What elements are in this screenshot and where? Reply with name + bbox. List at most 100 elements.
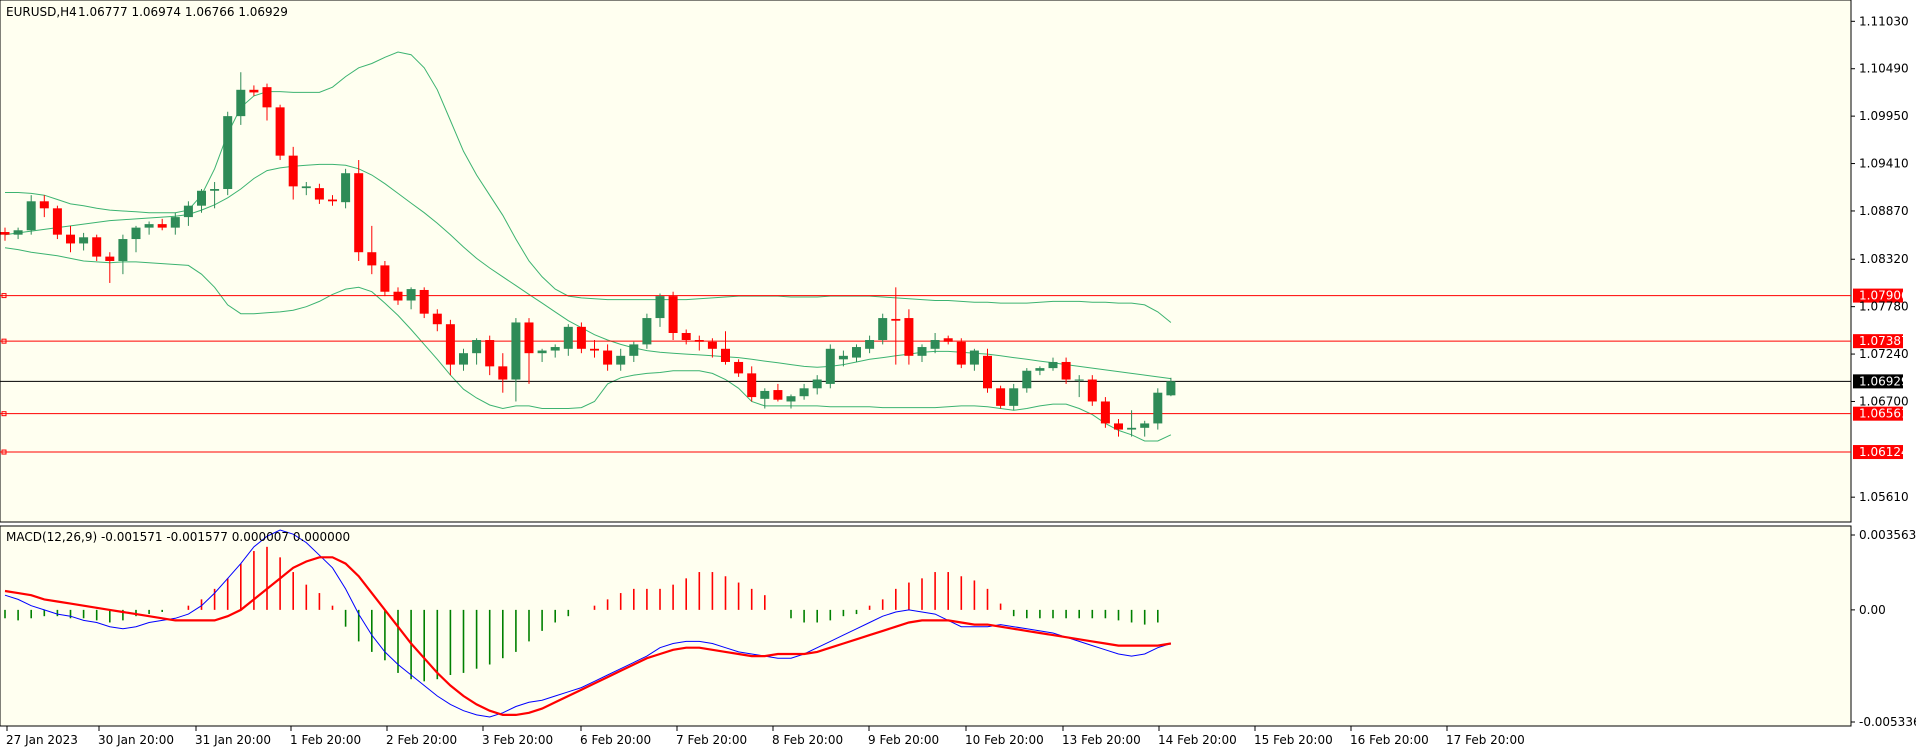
- time-axis-label: 3 Feb 20:00: [482, 733, 553, 747]
- time-axis-label: 2 Feb 20:00: [386, 733, 457, 747]
- candle-body: [131, 227, 141, 240]
- candle-body: [655, 296, 665, 319]
- price-level-tag: [1853, 406, 1903, 421]
- candle-body: [1087, 379, 1097, 402]
- price-axis-label: 1.10490: [1859, 62, 1909, 76]
- candle-body: [314, 188, 324, 200]
- price-axis-label: 1.07240: [1859, 347, 1909, 361]
- candle-body: [1140, 423, 1150, 428]
- candle-body: [26, 201, 36, 231]
- time-axis-label: 27 Jan 2023: [6, 733, 78, 747]
- candle-body: [223, 116, 233, 190]
- candle-body: [694, 340, 704, 342]
- candle-body: [576, 326, 586, 349]
- candle-body: [66, 234, 75, 244]
- time-axis-label: 10 Feb 20:00: [965, 733, 1044, 747]
- time-axis-label: 8 Feb 20:00: [772, 733, 843, 747]
- candle-body: [210, 189, 220, 191]
- candle-body: [891, 318, 901, 321]
- candle-body: [367, 252, 377, 266]
- candle-body: [799, 388, 809, 397]
- candle-body: [1035, 368, 1045, 371]
- candle-body: [838, 355, 848, 360]
- candle-body: [170, 217, 180, 228]
- candle-body: [275, 107, 285, 156]
- candle-body: [550, 347, 560, 351]
- price-level-label: 1.06124: [1859, 445, 1909, 459]
- time-axis-label: 9 Feb 20:00: [868, 733, 939, 747]
- candle-body: [707, 341, 717, 349]
- candle-body: [197, 190, 206, 206]
- candle-body: [1074, 379, 1084, 381]
- candle-body: [616, 355, 626, 365]
- candle-body: [118, 239, 128, 261]
- price-axis-label: 1.09410: [1859, 157, 1909, 171]
- time-axis-label: 15 Feb 20:00: [1254, 733, 1333, 747]
- candle-body: [157, 224, 167, 228]
- candle-body: [92, 237, 102, 257]
- candle-body: [1022, 370, 1032, 389]
- candle-body: [498, 366, 508, 380]
- macd-pane-bg: [0, 525, 1852, 727]
- price-level-handle: [1, 449, 7, 455]
- signal-line: [4, 556, 1172, 717]
- price-level-label: 1.07387: [1859, 334, 1909, 348]
- candle-body: [393, 291, 403, 301]
- time-axis-label: 7 Feb 20:00: [676, 733, 747, 747]
- candle-body: [524, 322, 534, 354]
- price-level-tag: [1853, 334, 1903, 349]
- time-axis-label: 13 Feb 20:00: [1062, 733, 1141, 747]
- candle-body: [105, 256, 115, 261]
- candle-body: [52, 208, 62, 235]
- candle-body: [445, 324, 455, 365]
- candle-body: [563, 326, 573, 349]
- candle-body: [39, 201, 49, 209]
- price-level-handle: [1, 411, 7, 417]
- time-axis-label: 30 Jan 20:00: [98, 733, 174, 747]
- candle-body: [917, 347, 927, 356]
- current-price-label: 1.06929: [1859, 374, 1909, 388]
- candle-body: [983, 355, 992, 389]
- time-axis-label: 1 Feb 20:00: [290, 733, 361, 747]
- candle-body: [1153, 392, 1163, 424]
- candle-body: [0, 232, 10, 235]
- candle-body: [721, 348, 730, 362]
- price-level-tag: [1853, 288, 1903, 303]
- candle-body: [79, 237, 89, 244]
- candle-body: [1048, 361, 1058, 369]
- candle-body: [760, 390, 770, 399]
- candle-body: [354, 173, 364, 253]
- candle-body: [341, 173, 351, 203]
- price-level-label: 1.06561: [1859, 407, 1909, 421]
- candle-body: [288, 155, 298, 187]
- main-pane-bg: [0, 0, 1852, 523]
- candle-body: [1127, 427, 1137, 430]
- candle-body: [943, 338, 953, 342]
- candle-body: [1061, 361, 1071, 380]
- candle-body: [878, 318, 888, 341]
- candle-body: [472, 340, 482, 354]
- candle-body: [865, 340, 875, 349]
- candle-body: [249, 89, 259, 93]
- candle-body: [1100, 401, 1110, 424]
- candle-body: [459, 353, 468, 365]
- candle-body: [852, 347, 861, 358]
- ohlc-readout: 1.06777 1.06974 1.06766 1.06929: [78, 5, 288, 19]
- candle-body: [380, 265, 390, 292]
- candle-body: [485, 340, 495, 367]
- candle-body: [262, 87, 272, 108]
- time-axis-label: 31 Jan 20:00: [195, 733, 271, 747]
- candle-body: [1114, 423, 1123, 430]
- candle-body: [629, 344, 639, 356]
- price-axis-label: 1.09950: [1859, 109, 1909, 123]
- candle-body: [183, 205, 193, 218]
- candle-body: [590, 348, 599, 351]
- candle-body: [1009, 388, 1019, 406]
- candle-body: [956, 341, 966, 365]
- candle-body: [996, 388, 1006, 406]
- symbol-title: EURUSD,H4: [6, 5, 77, 19]
- candle-body: [930, 340, 940, 349]
- macd-title: MACD(12,26,9) -0.001571 -0.001577 0.0000…: [6, 530, 350, 544]
- candle-body: [786, 396, 796, 402]
